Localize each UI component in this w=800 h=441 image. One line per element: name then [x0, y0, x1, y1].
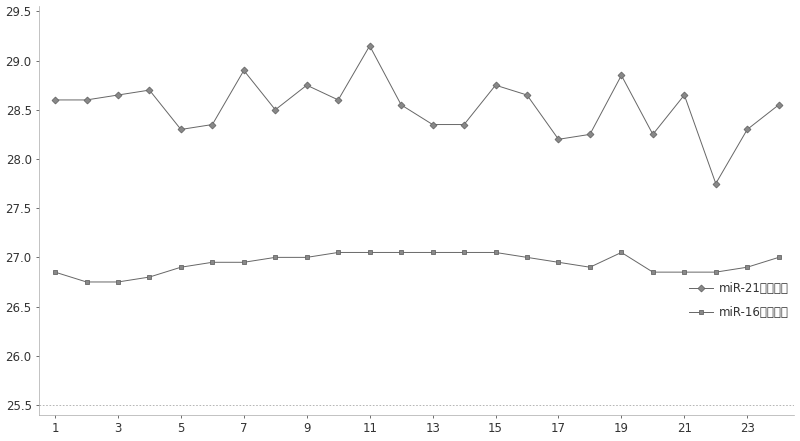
miR-21批内差异 — [617, 73, 626, 78]
Line: miR-16批内差异: miR-16批内差异 — [53, 250, 781, 284]
miR-16批内差异 — [679, 269, 689, 275]
miR-21批内差异 — [396, 102, 406, 108]
miR-21批内差异 — [239, 68, 249, 73]
miR-21批内差异 — [742, 127, 752, 132]
miR-16批内差异 — [145, 274, 154, 280]
miR-21批内差异 — [585, 132, 594, 137]
miR-21批内差异 — [145, 87, 154, 93]
Legend: miR-21批内差异, miR-16批内差异: miR-21批内差异, miR-16批内差异 — [689, 282, 789, 319]
miR-16批内差异 — [648, 269, 658, 275]
miR-16批内差异 — [617, 250, 626, 255]
miR-16批内差异 — [459, 250, 469, 255]
miR-21批内差异 — [554, 137, 563, 142]
miR-21批内差异 — [365, 43, 374, 49]
miR-16批内差异 — [113, 279, 122, 284]
miR-21批内差异 — [711, 181, 721, 186]
miR-16批内差异 — [302, 255, 311, 260]
miR-16批内差异 — [396, 250, 406, 255]
Line: miR-21批内差异: miR-21批内差异 — [53, 43, 781, 186]
miR-21批内差异 — [774, 102, 783, 108]
miR-21批内差异 — [82, 97, 91, 103]
miR-16批内差异 — [50, 269, 60, 275]
miR-16批内差异 — [82, 279, 91, 284]
miR-16批内差异 — [774, 255, 783, 260]
miR-21批内差异 — [50, 97, 60, 103]
miR-21批内差异 — [648, 132, 658, 137]
miR-16批内差异 — [270, 255, 280, 260]
miR-21批内差异 — [334, 97, 343, 103]
miR-16批内差异 — [585, 265, 594, 270]
miR-21批内差异 — [176, 127, 186, 132]
miR-16批内差异 — [334, 250, 343, 255]
miR-21批内差异 — [428, 122, 438, 127]
miR-16批内差异 — [239, 260, 249, 265]
miR-16批内差异 — [711, 269, 721, 275]
miR-16批内差异 — [365, 250, 374, 255]
miR-21批内差异 — [459, 122, 469, 127]
miR-16批内差异 — [490, 250, 500, 255]
miR-16批内差异 — [207, 260, 217, 265]
miR-16批内差异 — [176, 265, 186, 270]
miR-16批内差异 — [428, 250, 438, 255]
miR-21批内差异 — [113, 92, 122, 97]
miR-21批内差异 — [207, 122, 217, 127]
miR-16批内差异 — [554, 260, 563, 265]
miR-21批内差异 — [679, 92, 689, 97]
miR-21批内差异 — [522, 92, 532, 97]
miR-21批内差异 — [490, 82, 500, 88]
miR-16批内差异 — [522, 255, 532, 260]
miR-21批内差异 — [270, 107, 280, 112]
miR-21批内差异 — [302, 82, 311, 88]
miR-16批内差异 — [742, 265, 752, 270]
